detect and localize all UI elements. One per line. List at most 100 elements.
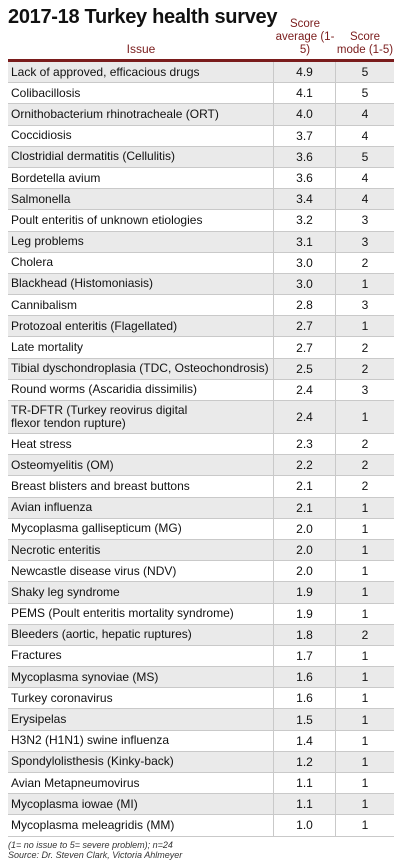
score-mode-cell: 5 bbox=[361, 149, 369, 164]
score-mode-cell: 2 bbox=[361, 255, 369, 270]
score-average-cell: 2.0 bbox=[274, 561, 336, 582]
issue-cell: Mycoplasma iowae (MI) bbox=[8, 794, 274, 815]
issue-cell: TR-DFTR (Turkey reovirus digital flexor … bbox=[8, 401, 274, 433]
table-row: Avian influenza 2.1 1 bbox=[8, 497, 394, 519]
score-mode-cell: 3 bbox=[361, 298, 369, 313]
table-row: Cannibalism 2.8 3 bbox=[8, 295, 394, 317]
table-row: Blackhead (Histomoniasis) 3.0 1 bbox=[8, 273, 394, 296]
score-average-cell: 1.9 bbox=[274, 603, 336, 624]
score-average-cell: 4.9 bbox=[274, 62, 336, 83]
issue-cell: Blackhead (Histomoniasis) bbox=[8, 273, 274, 295]
score-average-cell: 3.6 bbox=[274, 167, 336, 189]
issue-cell: Avian influenza bbox=[8, 497, 274, 518]
score-average-cell: 1.1 bbox=[274, 794, 336, 815]
issue-cell: Bordetella avium bbox=[8, 167, 274, 189]
table-row: Avian Metapneumovirus 1.1 1 bbox=[8, 773, 394, 795]
table-row: Newcastle disease virus (NDV) 2.0 1 bbox=[8, 561, 394, 583]
table-row: Mycoplasma synoviae (MS) 1.6 1 bbox=[8, 667, 394, 689]
score-mode-cell: 4 bbox=[361, 192, 369, 207]
table-row: Osteomyelitis (OM) 2.2 2 bbox=[8, 455, 394, 477]
table-row: Mycoplasma meleagridis (MM) 1.0 1 bbox=[8, 815, 394, 837]
table-row: Leg problems 3.1 3 bbox=[8, 231, 394, 253]
table-row: Erysipelas 1.5 1 bbox=[8, 709, 394, 731]
table-row: Bleeders (aortic, hepatic ruptures) 1.8 2 bbox=[8, 624, 394, 646]
issue-cell: Coccidiosis bbox=[8, 125, 274, 146]
score-average-cell: 2.3 bbox=[274, 434, 336, 455]
score-average-cell: 3.4 bbox=[274, 189, 336, 210]
score-average-cell: 2.4 bbox=[274, 401, 336, 433]
table-row: Breast blisters and breast buttons 2.1 2 bbox=[8, 476, 394, 498]
score-average-cell: 1.2 bbox=[274, 751, 336, 772]
score-mode-cell: 1 bbox=[361, 797, 369, 812]
score-mode-cell: 1 bbox=[361, 276, 369, 291]
table-row: Lack of approved, efficacious drugs 4.9 5 bbox=[8, 62, 394, 84]
issue-cell: Protozoal enteritis (Flagellated) bbox=[8, 316, 274, 337]
table-row: Tibial dyschondroplasia (TDC, Osteochond… bbox=[8, 358, 394, 380]
score-mode-cell: 5 bbox=[361, 86, 369, 101]
score-average-cell: 3.7 bbox=[274, 125, 336, 146]
score-average-cell: 1.4 bbox=[274, 730, 336, 751]
score-mode-cell: 4 bbox=[361, 171, 369, 186]
issue-cell: Heat stress bbox=[8, 434, 274, 455]
issue-cell: Mycoplasma synoviae (MS) bbox=[8, 667, 274, 688]
issue-cell: Osteomyelitis (OM) bbox=[8, 455, 274, 476]
score-average-cell: 2.7 bbox=[274, 337, 336, 358]
score-average-cell: 1.8 bbox=[274, 624, 336, 645]
score-mode-cell: 1 bbox=[361, 691, 369, 706]
score-mode-cell: 1 bbox=[361, 543, 369, 558]
header-score-average: Score average (1-5) bbox=[274, 18, 336, 57]
issue-cell: Mycoplasma gallisepticum (MG) bbox=[8, 518, 274, 539]
table-row: PEMS (Poult enteritis mortality syndrome… bbox=[8, 603, 394, 625]
score-mode-cell: 1 bbox=[361, 410, 369, 424]
score-mode-cell: 2 bbox=[361, 479, 369, 494]
table-header: Issue Score average (1-5) Score mode (1-… bbox=[8, 18, 394, 62]
score-average-cell: 2.4 bbox=[274, 379, 336, 400]
score-mode-cell: 1 bbox=[361, 776, 369, 791]
table-title: 2017-18 Turkey health survey bbox=[8, 6, 278, 28]
score-average-cell: 3.1 bbox=[274, 231, 336, 252]
table-footnote: (1= no issue to 5= severe problem); n=24… bbox=[8, 837, 394, 860]
table-row: Fractures 1.7 1 bbox=[8, 645, 394, 668]
issue-cell: Leg problems bbox=[8, 231, 274, 252]
score-mode-cell: 5 bbox=[361, 65, 369, 80]
score-average-cell: 2.1 bbox=[274, 497, 336, 518]
score-mode-cell: 2 bbox=[361, 627, 369, 642]
issue-cell: Lack of approved, efficacious drugs bbox=[8, 62, 274, 83]
issue-cell: Ornithobacterium rhinotracheale (ORT) bbox=[8, 104, 274, 125]
header-issue: Issue bbox=[126, 42, 156, 56]
header-score-average-text: Score average (1-5) bbox=[275, 18, 335, 56]
score-average-cell: 2.0 bbox=[274, 518, 336, 539]
table-row: H3N2 (H1N1) swine influenza 1.4 1 bbox=[8, 730, 394, 752]
score-average-cell: 1.9 bbox=[274, 582, 336, 603]
table-body: Lack of approved, efficacious drugs 4.9 5 C… bbox=[8, 62, 394, 837]
issue-cell: Shaky leg syndrome bbox=[8, 582, 274, 603]
issue-cell: Round worms (Ascaridia dissimilis) bbox=[8, 379, 274, 400]
score-average-cell: 2.8 bbox=[274, 295, 336, 316]
issue-cell: Mycoplasma meleagridis (MM) bbox=[8, 815, 274, 836]
score-mode-cell: 1 bbox=[361, 521, 369, 536]
score-average-cell: 3.0 bbox=[274, 273, 336, 295]
issue-cell: Bleeders (aortic, hepatic ruptures) bbox=[8, 624, 274, 645]
score-mode-cell: 2 bbox=[361, 458, 369, 473]
score-average-cell: 2.1 bbox=[274, 476, 336, 497]
table-row: Spondylolisthesis (Kinky-back) 1.2 1 bbox=[8, 751, 394, 773]
score-mode-cell: 1 bbox=[361, 564, 369, 579]
score-mode-cell: 2 bbox=[361, 437, 369, 452]
issue-cell: Breast blisters and breast buttons bbox=[8, 476, 274, 497]
score-average-cell: 2.0 bbox=[274, 539, 336, 561]
table-row: Necrotic enteritis 2.0 1 bbox=[8, 539, 394, 562]
issue-cell: Newcastle disease virus (NDV) bbox=[8, 561, 274, 582]
issue-cell: Avian Metapneumovirus bbox=[8, 773, 274, 794]
score-mode-cell: 1 bbox=[361, 670, 369, 685]
table-row: Clostridial dermatitis (Cellulitis) 3.6 5 bbox=[8, 146, 394, 168]
score-average-cell: 2.5 bbox=[274, 358, 336, 379]
table-row: Shaky leg syndrome 1.9 1 bbox=[8, 582, 394, 604]
issue-cell: Cholera bbox=[8, 252, 274, 273]
score-average-cell: 3.2 bbox=[274, 210, 336, 231]
score-average-cell: 1.6 bbox=[274, 688, 336, 709]
issue-cell: Poult enteritis of unknown etiologies bbox=[8, 210, 274, 231]
table-row: Late mortality 2.7 2 bbox=[8, 337, 394, 359]
table-row: Colibacillosis 4.1 5 bbox=[8, 83, 394, 105]
footnote-source: Source: Dr. Steven Clark, Victoria Ahlme… bbox=[8, 849, 183, 860]
